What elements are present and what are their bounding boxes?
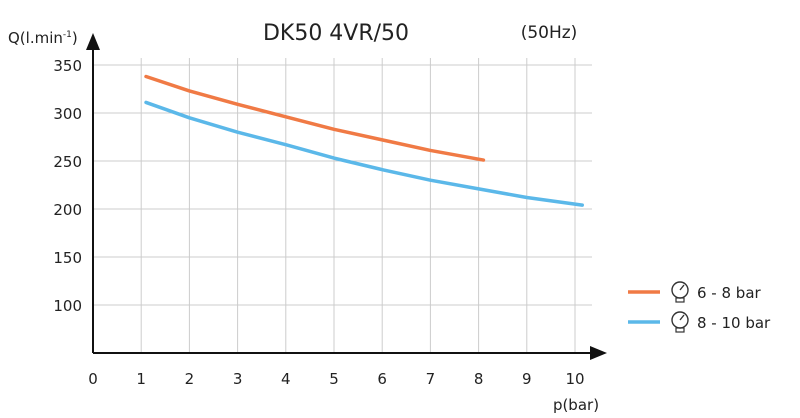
chart-title: DK50 4VR/50 <box>263 21 409 46</box>
legend-label: 8 - 10 bar <box>697 314 771 332</box>
y-label-main: Q(l.min <box>8 29 63 47</box>
x-tick-label: 0 <box>88 370 98 388</box>
y-tick-label: 300 <box>53 105 82 123</box>
pressure-gauge-icon <box>671 281 689 303</box>
x-tick-label: 5 <box>329 370 339 388</box>
series-line-1 <box>144 100 584 207</box>
x-tick-label: 9 <box>522 370 532 388</box>
x-axis-arrow <box>590 346 607 360</box>
y-label-sup: -1 <box>63 30 72 40</box>
x-tick-label: 1 <box>136 370 146 388</box>
y-tick-label: 250 <box>53 153 82 171</box>
y-tick-label: 200 <box>53 201 82 219</box>
chart-subtitle: (50Hz) <box>521 23 578 43</box>
x-tick-label: 7 <box>426 370 436 388</box>
x-tick-label: 6 <box>377 370 387 388</box>
y-axis-arrow <box>86 33 100 50</box>
legend-label: 6 - 8 bar <box>697 284 762 302</box>
x-tick-label: 2 <box>185 370 195 388</box>
pressure-gauge-icon <box>671 311 689 333</box>
y-label-end: ) <box>72 29 78 47</box>
x-tick-label: 8 <box>474 370 484 388</box>
x-axis-label: p(bar) <box>553 396 599 414</box>
y-tick-label: 100 <box>53 297 82 315</box>
x-tick-label: 4 <box>281 370 291 388</box>
series-line-0 <box>144 74 486 162</box>
y-tick-label: 150 <box>53 249 82 267</box>
x-tick-label: 10 <box>565 370 584 388</box>
y-tick-label: 350 <box>53 57 82 75</box>
x-tick-label: 3 <box>233 370 243 388</box>
y-axis-label: Q(l.min-1) <box>8 29 78 47</box>
